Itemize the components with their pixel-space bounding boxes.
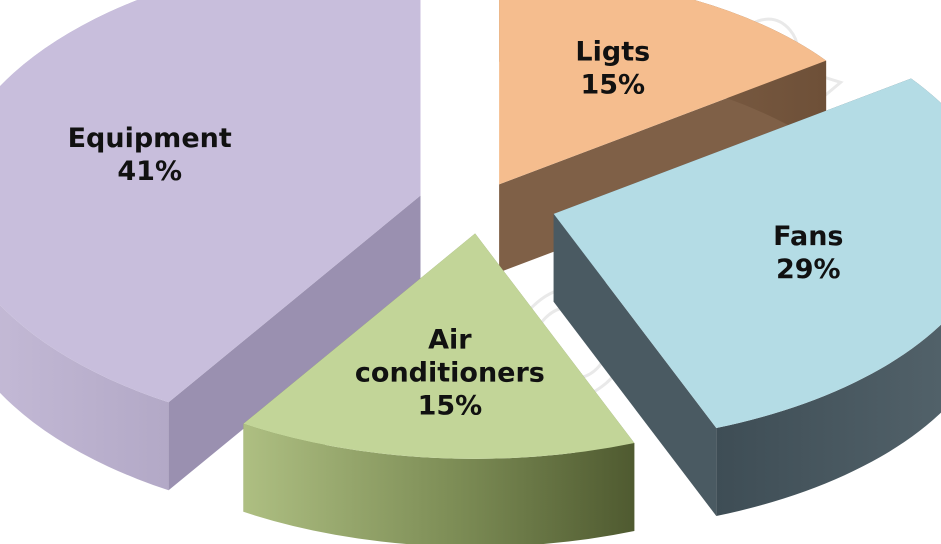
slice-label-ligts: Ligts 15% [575, 37, 650, 101]
pie-slice-top-air-conditioners [243, 233, 635, 459]
slice-value-label: 15% [418, 391, 483, 422]
slice-value-label: 15% [580, 70, 645, 101]
pie-slice-air-conditioners [243, 233, 635, 544]
pie-slice-fans [553, 78, 941, 516]
pie-slice-equipment [0, 0, 421, 491]
slice-label-equipment: Equipment 41% [68, 123, 232, 187]
slice-category-label: Air [428, 325, 472, 356]
pie-slice-wall-fans-1 [553, 213, 717, 516]
pie-slice-edge-air-conditioners [243, 423, 635, 544]
slice-value-label: 41% [117, 156, 182, 187]
pie-slice-top-fans [553, 78, 941, 428]
pie-slice-wall-equipment-0 [168, 195, 421, 491]
slice-label-fans: Fans 29% [773, 221, 843, 285]
slice-category-label: Equipment [68, 123, 232, 154]
pie-slice-top-ligts [499, 0, 827, 185]
pie-slice-edge-fans [716, 78, 941, 516]
slice-category-label: Fans [773, 221, 843, 252]
slice-label-air-conditioners: Air conditioners 15% [355, 325, 545, 422]
pie-slice-top-equipment [0, 0, 421, 403]
slice-value-label: 29% [776, 254, 841, 285]
slice-category-label: conditioners [355, 358, 545, 389]
slice-category-label: Ligts [575, 37, 650, 68]
